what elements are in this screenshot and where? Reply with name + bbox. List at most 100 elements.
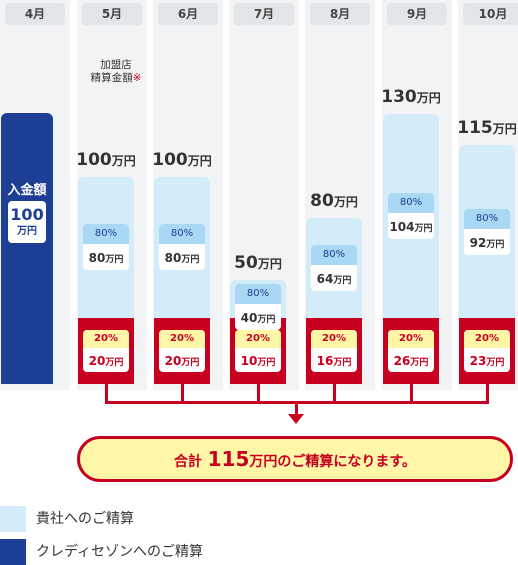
saison-share-box: 20% 20万円 <box>83 330 129 372</box>
month-label: 5月 <box>82 3 142 25</box>
bar-total-label: 80万円 <box>289 191 379 211</box>
legend-item: クレディセゾンへのご精算 <box>0 539 300 565</box>
saison-share-box: 20% 26万円 <box>388 330 434 372</box>
bar-total-value: 50 <box>234 253 258 274</box>
note-line-text: 精算金額 <box>90 72 133 84</box>
month-label: 10月 <box>463 3 518 25</box>
company-share-box: 80% 64万円 <box>311 245 357 291</box>
deposit-bar: 入金額 100 万円 <box>1 113 53 384</box>
bar-total-unit: 万円 <box>333 195 358 209</box>
deposit-value: 100 <box>10 205 44 224</box>
deposit-amount-box: 100 万円 <box>8 201 46 243</box>
connector-line <box>104 401 489 404</box>
saison-share-amount: 23万円 <box>464 348 510 372</box>
saison-share-box: 20% 10万円 <box>235 330 281 372</box>
summary-suffix: 万円のご精算になります。 <box>249 454 416 470</box>
company-share-value: 92 <box>469 235 487 250</box>
bar-total-value: 115 <box>457 118 493 139</box>
legend-label: 貴社へのご精算 <box>36 511 134 527</box>
company-share-percent: 80% <box>311 245 357 265</box>
saison-share-amount: 20万円 <box>83 348 129 372</box>
company-share-unit: 万円 <box>257 315 276 326</box>
company-share-value: 104 <box>389 220 415 235</box>
saison-share-unit: 万円 <box>105 358 124 368</box>
month-label: 9月 <box>387 3 447 25</box>
note-mark: ※ <box>132 72 142 84</box>
saison-share-amount: 16万円 <box>311 348 357 372</box>
summary-prefix: 合計 <box>174 454 203 470</box>
bar-total-value: 100 <box>76 149 112 170</box>
summary-value: 115 <box>207 447 250 471</box>
legend-swatch <box>0 539 26 565</box>
company-share-box: 80% 40万円 <box>235 284 281 331</box>
bar-total-unit: 万円 <box>416 91 441 106</box>
saison-share-amount: 26万円 <box>388 348 434 372</box>
company-share-amount: 92万円 <box>464 229 510 255</box>
company-share-unit: 万円 <box>181 255 200 266</box>
company-share-percent: 80% <box>83 224 129 245</box>
connector-stem <box>180 384 184 404</box>
company-share-value: 80 <box>164 251 182 266</box>
connector-down <box>294 403 298 415</box>
saison-share-percent: 20% <box>83 330 129 348</box>
saison-share-box: 20% 16万円 <box>311 330 357 372</box>
bar-total-unit: 万円 <box>492 122 517 137</box>
arrow-down-icon <box>288 414 304 424</box>
note-line: 精算金額※ <box>71 72 161 85</box>
bar-total-unit: 万円 <box>187 153 212 168</box>
company-share-value: 40 <box>240 311 258 326</box>
month-label: 8月 <box>310 3 370 25</box>
bar-total-label: 100万円 <box>61 150 151 170</box>
company-share-amount: 64万円 <box>311 265 357 291</box>
bar-total-unit: 万円 <box>257 257 282 272</box>
connector-stem <box>256 384 260 404</box>
saison-share-percent: 20% <box>235 330 281 348</box>
company-share-percent: 80% <box>159 224 205 245</box>
company-share-percent: 80% <box>235 284 281 305</box>
company-share-amount: 80万円 <box>159 244 205 270</box>
saison-share-percent: 20% <box>464 330 510 348</box>
company-share-amount: 80万円 <box>83 244 129 270</box>
saison-share-value: 20 <box>164 354 182 368</box>
bar-total-label: 50万円 <box>213 253 303 273</box>
saison-share-unit: 万円 <box>486 358 505 368</box>
legend-item: 貴社へのご精算 <box>0 506 300 532</box>
company-share-amount: 40万円 <box>235 304 281 330</box>
company-share-percent: 80% <box>464 208 510 229</box>
saison-share-unit: 万円 <box>181 358 200 368</box>
connector-stem <box>104 384 108 404</box>
bar-total-label: 130万円 <box>366 87 456 107</box>
connector-stem <box>485 384 489 404</box>
saison-share-amount: 10万円 <box>235 348 281 372</box>
legend-swatch <box>0 506 26 532</box>
saison-share-percent: 20% <box>311 330 357 348</box>
note-line: 加盟店 <box>100 59 132 71</box>
saison-share-value: 23 <box>469 354 487 368</box>
saison-share-amount: 20万円 <box>159 348 205 372</box>
bar-total-value: 130 <box>381 87 417 108</box>
company-share-box: 80% 80万円 <box>83 224 129 271</box>
connector-stem <box>332 384 336 404</box>
saison-share-percent: 20% <box>159 330 205 348</box>
bar-total-label: 115万円 <box>442 118 518 138</box>
company-share-box: 80% 80万円 <box>159 224 205 271</box>
company-share-unit: 万円 <box>414 224 433 235</box>
company-share-box: 80% 104万円 <box>388 193 434 240</box>
month-label: 7月 <box>234 3 294 25</box>
connector-stem <box>409 384 413 404</box>
saison-share-unit: 万円 <box>257 358 276 368</box>
deposit-label: 入金額 <box>7 183 47 198</box>
saison-share-box: 20% 20万円 <box>159 330 205 372</box>
company-share-unit: 万円 <box>333 276 352 286</box>
bar-total-label: 100万円 <box>137 150 227 170</box>
legend-label: クレディセゾンへのご精算 <box>36 544 204 560</box>
saison-share-percent: 20% <box>388 330 434 348</box>
month-label: 6月 <box>158 3 218 25</box>
company-share-value: 80 <box>88 251 106 266</box>
company-share-value: 64 <box>316 272 334 286</box>
saison-share-value: 26 <box>393 354 411 368</box>
company-share-amount: 104万円 <box>388 213 434 239</box>
month-label: 4月 <box>5 3 65 25</box>
saison-share-unit: 万円 <box>410 358 429 368</box>
